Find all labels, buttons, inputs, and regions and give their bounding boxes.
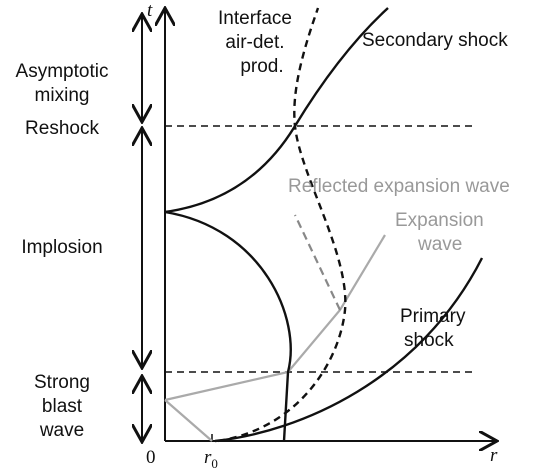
origin-label: 0 (146, 447, 156, 468)
r0: r (204, 447, 212, 468)
phase-label: mixing (35, 85, 90, 106)
phase-label: Implosion (21, 237, 102, 258)
expansion-label: Expansion (395, 210, 484, 231)
phase-label: Reshock (25, 118, 99, 139)
time-markers (165, 125, 475, 373)
phase-label: Strong (34, 372, 90, 393)
r-label: r (490, 445, 498, 466)
interface-label: prod. (240, 56, 283, 77)
expansion-waves (164, 214, 386, 442)
interface-label: air-det. (225, 32, 284, 53)
primary-shock-label: Primary (400, 306, 466, 327)
interface-label: Interface (218, 8, 292, 29)
phase-labels: Asymptotic mixing Reshock Implosion Stro… (16, 61, 109, 441)
primary-shock-label: shock (404, 330, 454, 351)
r0-label: r0 (204, 447, 218, 471)
t-label: t (147, 0, 153, 21)
r0-sub: 0 (211, 456, 218, 471)
phase-label: wave (39, 420, 84, 441)
shocks (164, 7, 484, 443)
secondary-shock-label: Secondary shock (362, 30, 508, 51)
phase-label: blast (42, 396, 83, 417)
reflected-expansion-label: Reflected expansion wave (288, 176, 510, 197)
phase-label: Asymptotic (16, 61, 109, 82)
expansion-label: wave (417, 234, 462, 255)
